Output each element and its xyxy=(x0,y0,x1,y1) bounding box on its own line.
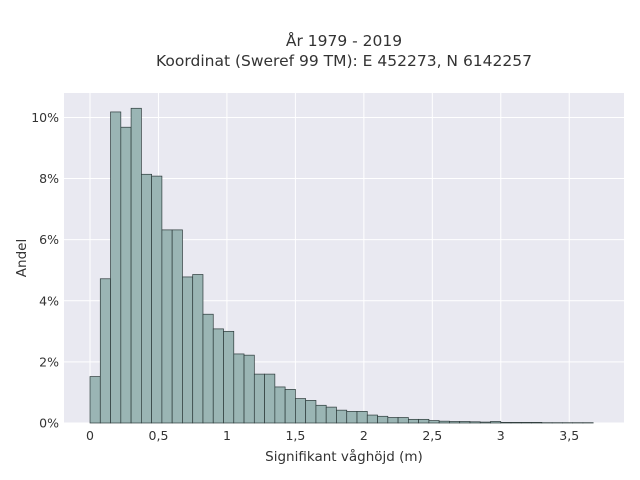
y-tick-label: 10% xyxy=(31,110,59,125)
histogram-bar xyxy=(274,386,286,424)
x-tick-label: 1,5 xyxy=(285,428,305,443)
x-tick-label: 1 xyxy=(223,428,231,443)
y-tick-labels: 0% 2% 4% 6% 8% 10% xyxy=(31,110,59,431)
histogram-bar xyxy=(202,313,214,424)
histogram-bar xyxy=(346,411,358,424)
histogram-bar xyxy=(233,353,245,424)
x-tick-label: 2 xyxy=(360,428,368,443)
histogram-bar xyxy=(120,126,132,424)
histogram-bar xyxy=(212,328,224,424)
y-tick-label: 8% xyxy=(39,171,59,186)
x-tick-label: 0,5 xyxy=(149,428,169,443)
histogram-bar xyxy=(356,411,368,424)
x-axis-title: Signifikant våghöjd (m) xyxy=(265,448,423,465)
histogram-bar xyxy=(161,229,173,424)
histogram-bar xyxy=(428,420,440,424)
histogram-bar xyxy=(253,373,265,424)
histogram-bar xyxy=(418,418,430,424)
histogram-bar xyxy=(377,415,389,424)
histogram-bar xyxy=(130,107,142,424)
histogram-bar xyxy=(89,376,101,424)
histogram-bar xyxy=(366,414,378,424)
histogram-bar xyxy=(500,422,512,424)
histogram-bar xyxy=(223,330,235,424)
x-tick-label: 0 xyxy=(86,428,94,443)
y-tick-label: 4% xyxy=(39,293,59,308)
histogram-bar xyxy=(171,229,183,424)
histogram-bar xyxy=(438,420,450,424)
histogram-bar xyxy=(531,422,543,424)
x-tick-label: 2,5 xyxy=(422,428,442,443)
x-tick-labels: 0 0,5 1 1,5 2 2,5 3 3,5 xyxy=(86,428,579,443)
histogram-bar xyxy=(284,389,296,424)
x-tick-label: 3,5 xyxy=(559,428,579,443)
histogram-bar xyxy=(397,417,409,424)
y-tick-label: 6% xyxy=(39,232,59,247)
histogram-bar xyxy=(520,422,532,424)
histogram-bar xyxy=(151,175,163,424)
y-tick-label: 0% xyxy=(39,416,59,431)
histogram-bar xyxy=(336,409,348,424)
histogram-bar xyxy=(387,417,399,424)
histogram-bar xyxy=(295,398,307,424)
histogram-bar xyxy=(243,354,255,424)
histogram-bar xyxy=(315,404,327,424)
chart-title-line2: Koordinat (Sweref 99 TM): E 452273, N 61… xyxy=(156,52,532,70)
y-axis-title: Andel xyxy=(14,239,30,277)
histogram-bar xyxy=(305,400,317,424)
histogram-bar xyxy=(99,278,111,424)
chart-title-line1: År 1979 - 2019 xyxy=(286,31,402,50)
histogram-bar xyxy=(325,406,337,424)
histogram-bar xyxy=(110,111,122,424)
histogram-bar xyxy=(490,421,502,424)
y-tick-label: 2% xyxy=(39,354,59,369)
histogram-bar xyxy=(264,373,276,424)
histogram-bar xyxy=(449,421,461,424)
histogram-bar xyxy=(192,274,204,424)
histogram-bar xyxy=(459,421,471,424)
bars xyxy=(89,107,594,424)
histogram-bar xyxy=(182,276,194,424)
histogram-bar xyxy=(141,173,152,424)
histogram-bar xyxy=(510,422,522,424)
histogram-bar xyxy=(408,418,419,424)
histogram-bar xyxy=(479,421,491,424)
histogram-bar xyxy=(469,421,481,424)
x-tick-label: 3 xyxy=(497,428,505,443)
